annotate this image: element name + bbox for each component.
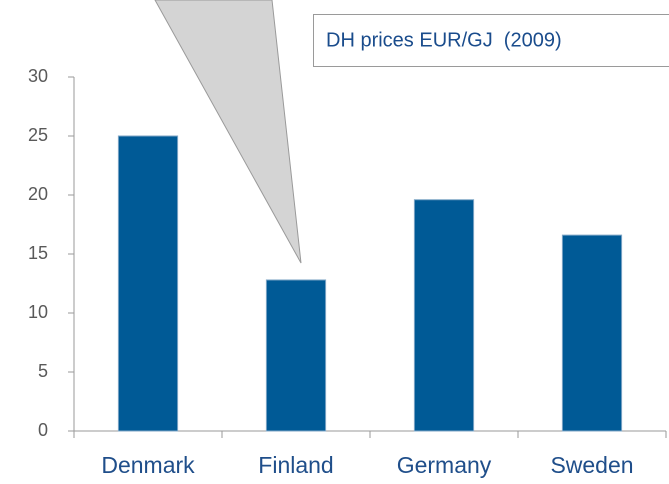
y-tick-label: 15	[28, 243, 48, 263]
x-tick-label: Denmark	[101, 452, 195, 478]
y-tick-label: 0	[38, 420, 48, 440]
y-tick-label: 20	[28, 184, 48, 204]
chart-title: DH prices EUR/GJ (2009)	[326, 29, 562, 51]
y-tick-label: 25	[28, 125, 48, 145]
bar	[561, 234, 623, 432]
x-tick-label: Finland	[258, 452, 333, 478]
callout-pointer	[154, 0, 302, 264]
y-tick-label: 10	[28, 302, 48, 322]
y-tick-label: 30	[28, 66, 48, 86]
bar	[117, 135, 179, 432]
title-box	[313, 14, 669, 67]
y-tick-label: 5	[38, 361, 48, 381]
bar	[413, 199, 475, 432]
x-tick-label: Sweden	[550, 452, 633, 478]
bar	[265, 279, 327, 432]
x-tick-label: Germany	[397, 452, 492, 478]
